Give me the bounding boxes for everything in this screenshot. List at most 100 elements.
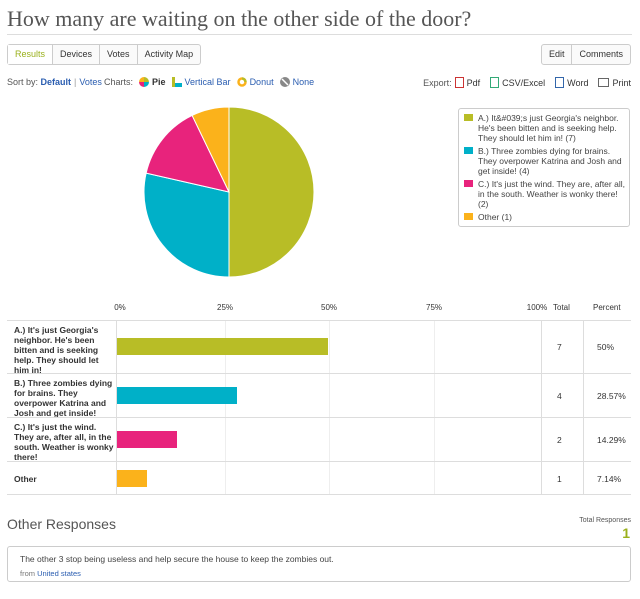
- pie-slice-a[interactable]: [228, 106, 315, 278]
- export-csv-label: CSV/Excel: [502, 77, 546, 88]
- tab-devices[interactable]: Devices: [53, 45, 101, 64]
- other-responses-heading: Other Responses: [7, 516, 116, 532]
- export-pdf-label: Pdf: [466, 77, 481, 88]
- total-responses-count: 1: [622, 525, 630, 541]
- row-count-other: 1: [557, 474, 562, 484]
- sort-separator: |: [74, 77, 77, 87]
- percent-divider: [583, 320, 584, 495]
- legend-label-other: Other (1): [478, 212, 513, 222]
- chart-vertical-bar-label: Vertical Bar: [184, 77, 231, 87]
- legend-item-b: B.) Three zombies dying for brains. They…: [464, 146, 625, 176]
- chart-donut-label: Donut: [249, 77, 274, 87]
- row-percent-c: 14.29%: [597, 435, 626, 445]
- legend-swatch-other: [464, 213, 473, 220]
- export-csv-button[interactable]: CSV/Excel: [490, 77, 545, 88]
- edit-button[interactable]: Edit: [542, 45, 573, 64]
- table-row: B.) Three zombies dying for brains. They…: [7, 373, 631, 418]
- legend-item-a: A.) It&#039;s just Georgia's neighbor. H…: [464, 113, 625, 143]
- row-count-a: 7: [557, 342, 562, 352]
- grid-line: [329, 320, 330, 495]
- tab-results[interactable]: Results: [8, 45, 54, 64]
- sort-label: Sort by:: [7, 77, 39, 87]
- axis-line: [116, 320, 117, 495]
- title-divider: [7, 34, 632, 35]
- pdf-icon: [454, 77, 464, 88]
- none-icon: [279, 77, 290, 87]
- results-tabs: Results Devices Votes Activity Map: [7, 44, 202, 65]
- row-label-other: Other: [14, 474, 37, 484]
- tab-activity-map[interactable]: Activity Map: [144, 49, 194, 59]
- pie-chart: [143, 106, 315, 278]
- table-header: 0% 25% 50% 75% 100% Total Percent: [7, 298, 631, 320]
- sort-votes-link[interactable]: Votes: [79, 77, 102, 87]
- response-location-link[interactable]: United states: [37, 569, 81, 578]
- pie-slice-other[interactable]: [191, 106, 230, 193]
- charts-label: Charts:: [104, 77, 134, 87]
- legend-label-b: B.) Three zombies dying for brains. They…: [478, 146, 622, 176]
- sort-default-link[interactable]: Default: [40, 77, 72, 87]
- print-label: Print: [612, 77, 631, 88]
- legend-item-other: Other (1): [464, 212, 625, 222]
- response-from-label: from: [20, 569, 35, 578]
- row-label-c: C.) It's just the wind. They are, after …: [14, 422, 114, 462]
- tab-votes[interactable]: Votes: [100, 45, 138, 64]
- print-button[interactable]: Print: [598, 78, 631, 88]
- total-divider: [541, 320, 542, 495]
- export-label: Export:: [423, 77, 452, 88]
- bar-chart-icon: [171, 77, 182, 87]
- word-icon: [555, 77, 565, 88]
- page-title: How many are waiting on the other side o…: [7, 6, 472, 31]
- export-word-button[interactable]: Word: [555, 77, 588, 88]
- tick-label: 0%: [114, 303, 126, 312]
- tick-label: 100%: [526, 303, 548, 312]
- chart-pie-option[interactable]: Pie: [139, 77, 166, 87]
- table-row: Other 1 7.14%: [7, 461, 631, 495]
- bar-b: [117, 387, 238, 404]
- export-pdf-button[interactable]: Pdf: [454, 77, 481, 88]
- spreadsheet-icon: [490, 77, 500, 88]
- grid-line: [434, 320, 435, 495]
- total-column-header: Total: [553, 303, 570, 312]
- chart-donut-option[interactable]: Donut: [236, 77, 274, 87]
- export-controls: Export: Pdf CSV/Excel Word Print: [423, 77, 631, 88]
- row-label-b: B.) Three zombies dying for brains. They…: [14, 378, 113, 418]
- response-origin: from United states: [20, 569, 630, 578]
- tick-label: 25%: [216, 303, 234, 312]
- legend-swatch-c: [464, 180, 473, 187]
- table-row: C.) It's just the wind. They are, after …: [7, 417, 631, 462]
- table-row: A.) It's just Georgia's neighbor. He's b…: [7, 320, 631, 375]
- pie-slice-b[interactable]: [143, 172, 230, 278]
- legend-swatch-b: [464, 147, 473, 154]
- chart-type-controls: Charts: Pie Vertical Bar Donut None: [104, 77, 314, 87]
- edit-tabs: Edit Comments: [540, 44, 631, 65]
- legend-item-c: C.) It's just the wind. They are, after …: [464, 179, 625, 209]
- row-count-c: 2: [557, 435, 562, 445]
- response-text: The other 3 stop being useless and help …: [20, 554, 334, 564]
- chart-none-label: None: [292, 77, 315, 87]
- total-responses-label: Total Responses: [579, 517, 631, 524]
- printer-icon: [598, 78, 610, 87]
- sort-controls: Sort by: Default | Votes: [7, 77, 102, 87]
- row-percent-other: 7.14%: [597, 474, 622, 484]
- chart-vertical-bar-option[interactable]: Vertical Bar: [171, 77, 231, 87]
- pie-slice-c[interactable]: [145, 114, 230, 193]
- grid-line: [225, 320, 226, 495]
- chart-pie-label: Pie: [152, 77, 166, 87]
- row-percent-b: 28.57%: [597, 391, 626, 401]
- row-count-b: 4: [557, 391, 562, 401]
- legend-swatch-a: [464, 114, 473, 121]
- export-word-label: Word: [567, 77, 589, 88]
- bar-other: [117, 470, 148, 487]
- tick-label: 75%: [425, 303, 443, 312]
- comments-button[interactable]: Comments: [579, 49, 623, 59]
- legend-label-a: A.) It&#039;s just Georgia's neighbor. H…: [478, 113, 619, 143]
- response-card: The other 3 stop being useless and help …: [7, 546, 631, 582]
- bar-a: [117, 338, 328, 355]
- chart-none-option[interactable]: None: [279, 77, 315, 87]
- tick-label: 50%: [320, 303, 338, 312]
- row-percent-a: 50%: [597, 342, 615, 352]
- bar-c: [117, 431, 178, 448]
- chart-legend: A.) It&#039;s just Georgia's neighbor. H…: [458, 108, 630, 227]
- percent-column-header: Percent: [593, 303, 621, 312]
- pie-icon: [139, 77, 150, 87]
